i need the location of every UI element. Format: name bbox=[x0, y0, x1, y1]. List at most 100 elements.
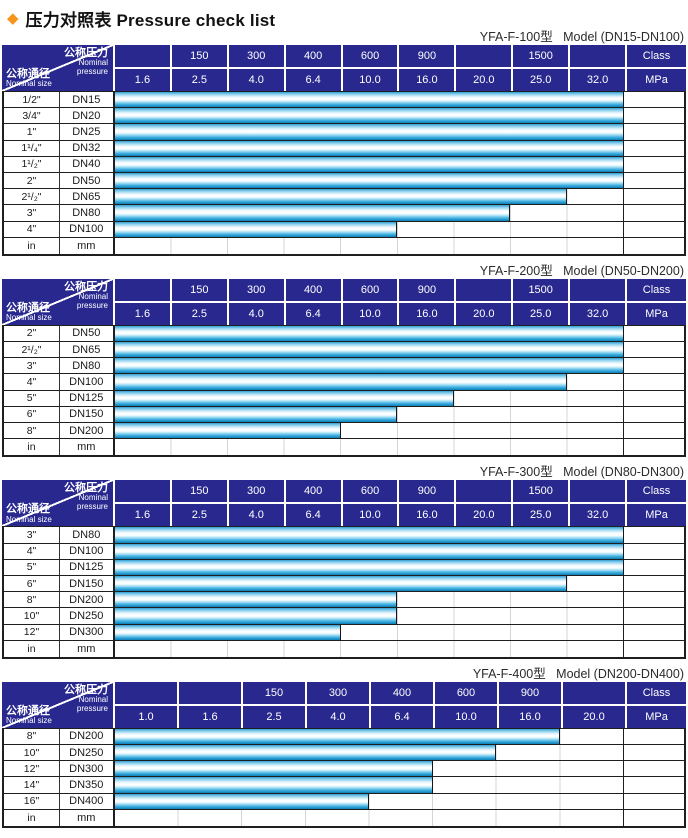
mpa-value-cell: 6.4 bbox=[285, 69, 341, 91]
table-row: 2" DN50 bbox=[4, 172, 685, 190]
inch-size-cell: 3/4" bbox=[4, 108, 60, 124]
inch-size-cell: 2¹/₂" bbox=[4, 342, 60, 358]
table-row: 1¹/₂" DN40 bbox=[4, 156, 684, 173]
unit-row: in mm bbox=[4, 237, 684, 254]
table-row: 2" DN50 bbox=[4, 325, 685, 343]
unit-row: in mm bbox=[4, 809, 685, 826]
bar-cell bbox=[114, 172, 624, 189]
unit-row: in mm bbox=[4, 439, 684, 456]
table-body: 1/2" DN15 3/4" DN20 1" DN25 1¹/₄" DN32 1¹/₂" DN40… bbox=[2, 91, 686, 256]
pressure-range-bar bbox=[114, 374, 567, 390]
mpa-value-cell: 20.0 bbox=[456, 302, 512, 325]
inch-size-cell: 10" bbox=[4, 608, 60, 624]
bar-cell bbox=[114, 156, 624, 172]
mpa-value-cell: 2.5 bbox=[243, 705, 305, 728]
pressure-range-bar bbox=[114, 172, 624, 189]
class-value-cell: 300 bbox=[228, 45, 284, 67]
table-body: 2" DN50 2¹/₂" DN65 3" DN80 4" DN100 5" DN125 6" DN1… bbox=[2, 324, 686, 458]
bar-cell bbox=[114, 342, 624, 358]
bar-cell bbox=[114, 728, 624, 745]
diagonal-header-cell: 公称压力 Nominal pressure 公称通径 Nominal size bbox=[2, 45, 113, 91]
mpa-header-row: 1.0 1.6 2.5 4.0 6.4 10.0 16.0 20.0 MPa bbox=[115, 705, 686, 728]
dn-size-cell: DN100 bbox=[60, 221, 115, 237]
bar-cell bbox=[114, 374, 624, 390]
inch-size-cell: 8" bbox=[4, 592, 60, 608]
bar-cell bbox=[114, 423, 624, 439]
inch-size-cell: in bbox=[4, 439, 60, 456]
table-row: 4" DN100 bbox=[4, 221, 685, 238]
inch-size-cell: 1¹/₄" bbox=[4, 140, 60, 156]
dn-size-cell: DN65 bbox=[60, 189, 115, 205]
pressure-label-en1: Nominal bbox=[78, 291, 108, 301]
diagonal-header-cell: 公称压力 Nominal pressure 公称通径 Nominal size bbox=[2, 278, 113, 325]
table-row: 12" DN300 bbox=[4, 624, 684, 641]
class-header-row: 150 300 400 600 900 1500 Class bbox=[115, 45, 687, 67]
class-column-cell bbox=[624, 124, 685, 139]
inch-size-cell: 5" bbox=[4, 559, 60, 575]
bar-cell bbox=[114, 92, 624, 108]
class-value-cell: 900 bbox=[399, 480, 455, 503]
class-column-cell bbox=[624, 745, 685, 760]
dn-size-cell: DN125 bbox=[60, 559, 115, 575]
mpa-value-cell: 25.0 bbox=[513, 302, 569, 325]
bar-cell bbox=[114, 406, 624, 422]
class-column-cell bbox=[624, 173, 685, 188]
class-value-cell: 300 bbox=[307, 681, 369, 704]
mpa-header-row: 1.6 2.5 4.0 6.4 10.0 16.0 20.0 25.0 32.0 MPa bbox=[115, 504, 687, 527]
bar-cell bbox=[114, 390, 624, 406]
dn-size-cell: DN150 bbox=[60, 575, 115, 592]
class-unit-cell: Class bbox=[627, 681, 686, 704]
inch-size-cell: 12" bbox=[4, 624, 60, 640]
class-value-cell bbox=[456, 45, 512, 67]
diagonal-header-cell: 公称压力 Nominal pressure 公称通径 Nominal size bbox=[2, 480, 113, 527]
table-subtitle: YFA-F-200型 Model (DN50-DN200) bbox=[479, 263, 684, 278]
bar-cell bbox=[114, 777, 624, 793]
class-value-cell bbox=[115, 480, 170, 503]
class-column-cell bbox=[624, 342, 685, 357]
mpa-value-cell: 2.5 bbox=[171, 504, 227, 527]
dn-size-cell: DN50 bbox=[60, 325, 115, 342]
mpa-value-cell: 10.0 bbox=[435, 705, 497, 728]
dn-size-cell: DN32 bbox=[60, 140, 115, 156]
pressure-range-bar bbox=[114, 390, 454, 406]
mpa-value-cell: 32.0 bbox=[570, 69, 626, 91]
inch-size-cell: 3" bbox=[4, 527, 60, 543]
class-value-cell: 600 bbox=[435, 681, 497, 704]
pressure-range-bar bbox=[114, 221, 398, 237]
bar-cell bbox=[114, 439, 624, 456]
pressure-range-bar bbox=[114, 205, 511, 221]
pressure-range-bar bbox=[114, 624, 341, 640]
dn-size-cell: DN250 bbox=[60, 608, 115, 624]
inch-size-cell: 5" bbox=[4, 390, 60, 406]
diagonal-line bbox=[2, 45, 113, 91]
size-label-cn: 公称通径 bbox=[6, 68, 50, 81]
inch-size-cell: in bbox=[4, 237, 60, 254]
dn-size-cell: DN80 bbox=[60, 358, 115, 374]
inch-size-cell: in bbox=[4, 809, 60, 826]
dn-size-cell: DN40 bbox=[60, 156, 115, 172]
dn-size-cell: DN100 bbox=[60, 543, 115, 559]
diamond-icon: ◆ bbox=[7, 10, 19, 27]
mpa-value-cell: 4.0 bbox=[228, 69, 284, 91]
table-row: 3" DN80 bbox=[4, 527, 684, 544]
class-value-cell bbox=[179, 681, 241, 704]
size-axis-label: 公称通径 Nominal size bbox=[6, 68, 52, 89]
bar-cell bbox=[114, 358, 624, 374]
class-column-cell bbox=[624, 222, 685, 237]
dn-size-cell: DN15 bbox=[60, 92, 115, 108]
inch-size-cell: 1¹/₂" bbox=[4, 156, 60, 172]
mpa-value-cell: 6.4 bbox=[371, 705, 433, 728]
class-value-cell: 400 bbox=[285, 480, 341, 503]
table-header: 公称压力 Nominal pressure 公称通径 Nominal size … bbox=[2, 45, 687, 91]
class-value-cell: 300 bbox=[228, 278, 284, 301]
pressure-label-cn: 公称压力 bbox=[64, 280, 108, 293]
dn-size-cell: DN80 bbox=[60, 205, 115, 221]
inch-size-cell: 14" bbox=[4, 777, 60, 793]
class-column-cell bbox=[624, 326, 685, 341]
class-column-cell bbox=[624, 608, 685, 623]
mpa-value-cell: 6.4 bbox=[285, 504, 341, 527]
bar-cell bbox=[114, 221, 624, 237]
class-value-cell bbox=[570, 45, 626, 67]
class-column-cell bbox=[624, 810, 685, 826]
class-column-cell bbox=[624, 92, 685, 107]
